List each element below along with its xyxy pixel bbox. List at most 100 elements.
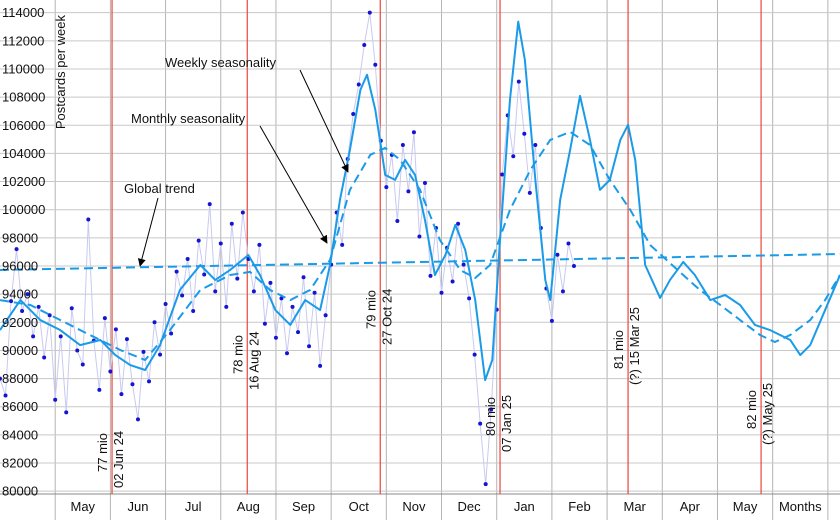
data-point (395, 218, 400, 223)
data-point (533, 142, 538, 147)
y-tick-label: 108000 (2, 90, 45, 105)
y-tick-label: 90000 (2, 343, 38, 358)
data-point (566, 241, 571, 246)
y-tick-label: 96000 (2, 259, 38, 274)
x-tick-label: Jun (127, 499, 148, 514)
y-tick-label: 100000 (2, 202, 45, 217)
data-point (64, 410, 69, 415)
data-point (428, 273, 433, 278)
data-point (516, 79, 521, 84)
data-point (229, 221, 234, 226)
data-point (3, 393, 8, 398)
x-tick-label: Jul (185, 499, 202, 514)
x-tick-label: Oct (349, 499, 370, 514)
data-point (296, 330, 301, 335)
data-point (180, 293, 185, 298)
data-point (163, 302, 168, 306)
data-point (80, 362, 85, 367)
data-point (472, 352, 477, 357)
data-point (560, 289, 565, 294)
dashed-line (0, 130, 840, 362)
x-tick-label: May (71, 499, 96, 514)
annotation-arrow (259, 125, 328, 244)
y-tick-label: 82000 (2, 456, 38, 471)
data-point (113, 327, 118, 332)
y-tick-label: 104000 (2, 146, 45, 161)
data-point (340, 242, 345, 247)
y-tick-label: 98000 (2, 230, 38, 245)
data-point (400, 142, 405, 147)
x-tick-label: Dec (458, 499, 482, 514)
data-point (147, 379, 152, 384)
data-point (207, 202, 212, 207)
y-tick-label: 92000 (2, 315, 38, 330)
data-point (86, 217, 91, 222)
y-tick-label: 84000 (2, 427, 38, 442)
data-point (251, 289, 256, 294)
data-point (42, 355, 47, 360)
annotation-arrow (137, 197, 159, 267)
milestone-label: 78 mio (230, 335, 245, 374)
data-point (191, 309, 196, 314)
y-tick-label: 94000 (2, 287, 38, 302)
data-point (356, 82, 361, 87)
data-point (25, 292, 30, 297)
data-point (257, 242, 262, 247)
data-point (102, 316, 107, 321)
data-point (511, 154, 516, 159)
data-point (411, 130, 416, 135)
milestone-label: 02 Jun 24 (111, 431, 126, 488)
y-tick-label: 110000 (2, 61, 44, 76)
x-tick-label: Feb (568, 499, 590, 514)
data-point (367, 10, 372, 15)
data-point (141, 349, 146, 354)
y-tick-label: 114000 (2, 5, 44, 20)
data-point (235, 276, 240, 281)
data-point (571, 264, 576, 268)
data-point (527, 190, 532, 195)
data-point (36, 304, 41, 309)
data-point (202, 272, 207, 277)
data-point (522, 131, 527, 136)
data-point (174, 269, 179, 274)
data-point (20, 309, 25, 314)
milestone-label: (?) 15 Mar 25 (627, 307, 642, 385)
data-point (47, 313, 52, 318)
data-point (323, 313, 328, 318)
milestone-label: (?) May 25 (760, 383, 775, 445)
data-point (213, 289, 218, 294)
dashed-line (0, 253, 840, 271)
x-tick-label: Nov (402, 499, 426, 514)
x-tick-label: Jan (514, 499, 535, 514)
milestone-label: 27 Oct 24 (379, 289, 394, 345)
line (0, 20, 840, 382)
x-tick-label: Apr (680, 499, 701, 514)
data-point (384, 185, 389, 190)
data-point (461, 262, 466, 267)
x-tick-label: Months (779, 499, 822, 514)
data-point (224, 304, 229, 309)
milestone-label: 07 Jan 25 (499, 395, 514, 452)
data-point (312, 290, 317, 295)
data-point (262, 321, 267, 326)
data-point (75, 348, 80, 353)
milestone-label: 81 mio (611, 330, 626, 369)
data-point (450, 279, 455, 284)
data-point (307, 344, 312, 349)
y-tick-label: 80000 (2, 484, 38, 499)
data-point (196, 238, 201, 243)
data-point (549, 318, 554, 323)
y-tick-label: 88000 (2, 371, 38, 386)
data-point (97, 387, 102, 392)
data-point (135, 417, 140, 422)
y-tick-label: 106000 (2, 118, 45, 133)
annotation: Global trend (124, 181, 195, 196)
data-point (58, 334, 63, 339)
x-tick-label: Sep (292, 499, 315, 514)
annotation-arrow (299, 69, 349, 173)
data-point (555, 252, 560, 257)
data-point (318, 363, 323, 368)
y-tick-label: 86000 (2, 399, 38, 414)
labels: May Jun Jul Aug Sep Oct Nov Dec Jan Feb Mar Apr May M… (2, 5, 822, 514)
milestone-label: 79 mio (363, 290, 378, 329)
